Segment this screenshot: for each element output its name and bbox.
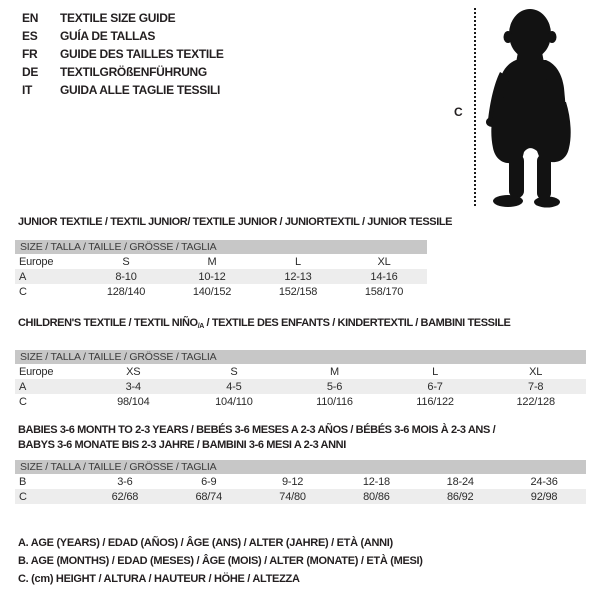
size-cell: 116/122 <box>416 395 454 408</box>
size-cell: 86/92 <box>446 490 474 503</box>
baby-height-figure: C <box>440 6 600 214</box>
language-row: EN TEXTILE SIZE GUIDE <box>22 9 224 27</box>
row-label: Europe <box>19 365 54 378</box>
size-cell: 140/152 <box>192 285 232 298</box>
size-cell: 122/128 <box>516 395 556 408</box>
size-cell: 6-7 <box>427 380 443 393</box>
size-cell: XL <box>377 255 391 268</box>
size-cell: 152/158 <box>278 285 318 298</box>
size-cell: 92/98 <box>530 490 558 503</box>
size-cell: 98/104 <box>117 395 150 408</box>
size-header-band: SIZE / TALLA / TAILLE / GRÖSSE / TAGLIA <box>15 350 586 364</box>
language-row: DE TEXTILGRÖßENFÜHRUNG <box>22 63 224 81</box>
title-text: CHILDREN'S TEXTILE / TEXTIL NIÑO <box>18 317 198 329</box>
guide-title-es: GUÍA DE TALLAS <box>60 29 156 43</box>
language-code: FR <box>22 47 38 61</box>
row-label: C <box>19 490 27 503</box>
childrens-size-table: Europe XS S M L XL A 3-4 4-5 5-6 6-7 7-8 C 98/104 104/… <box>15 364 586 409</box>
size-cell: 7-8 <box>528 380 544 393</box>
junior-size-table: Europe S M L XL A 8-10 10-12 12-13 14-16 C 128/140 1… <box>15 254 427 299</box>
section-title: JUNIOR TEXTILE / TEXTIL JUNIOR/ TEXTILE … <box>18 216 453 228</box>
size-cell: 5-6 <box>326 380 343 393</box>
size-cell: 18-24 <box>446 475 474 488</box>
row-label: A <box>19 380 27 393</box>
size-cell: M <box>207 255 217 268</box>
size-cell: 104/110 <box>215 395 253 408</box>
footnote-height-cm: C. (cm) HEIGHT / ALTURA / HAUTEUR / HÖHE… <box>18 573 300 585</box>
size-cell: 80/86 <box>363 490 390 503</box>
table-row: Europe S M L XL <box>15 254 427 269</box>
size-cell: 68/74 <box>195 490 222 503</box>
guide-title-en: TEXTILE SIZE GUIDE <box>60 11 176 25</box>
language-row: IT GUIDA ALLE TAGLIE TESSILI <box>22 81 224 99</box>
table-row: A 8-10 10-12 12-13 14-16 <box>15 269 427 284</box>
guide-title-fr: GUIDE DES TAILLES TEXTILE <box>60 47 224 61</box>
row-label: B <box>19 475 27 488</box>
guide-title-de: TEXTILGRÖßENFÜHRUNG <box>60 65 207 79</box>
row-label: Europe <box>19 255 54 268</box>
size-cell: 6-9 <box>201 475 217 488</box>
language-row: FR GUIDE DES TAILLES TEXTILE <box>22 45 224 63</box>
size-cell: 24-36 <box>530 475 558 488</box>
size-cell: 3-4 <box>125 380 142 393</box>
size-cell: 74/80 <box>279 490 306 503</box>
height-measure-label: C <box>454 105 463 119</box>
language-code: IT <box>22 83 33 97</box>
size-cell: 8-10 <box>115 270 137 283</box>
size-cell: 4-5 <box>226 380 242 393</box>
size-cell: 158/170 <box>364 285 404 298</box>
row-label: C <box>19 285 27 298</box>
size-cell: 3-6 <box>117 475 133 488</box>
table-row: C 62/68 68/74 74/80 80/86 86/92 92/98 <box>15 489 586 504</box>
size-header-band: SIZE / TALLA / TAILLE / GRÖSSE / TAGLIA <box>15 460 586 474</box>
language-title-list: EN TEXTILE SIZE GUIDE ES GUÍA DE TALLAS … <box>22 9 224 99</box>
size-cell: 9-12 <box>281 475 304 488</box>
size-cell: 10-12 <box>198 270 226 283</box>
table-row: C 128/140 140/152 152/158 158/170 <box>15 284 427 299</box>
guide-title-it: GUIDA ALLE TAGLIE TESSILI <box>60 83 221 97</box>
height-dotted-line <box>474 8 476 206</box>
size-cell: S <box>230 365 238 378</box>
table-row: B 3-6 6-9 9-12 12-18 18-24 24-36 <box>15 474 586 489</box>
table-row: C 98/104 104/110 110/116 116/122 122/128 <box>15 394 586 409</box>
babies-size-table: B 3-6 6-9 9-12 12-18 18-24 24-36 C 62/68 68/74 74/… <box>15 474 586 504</box>
table-row: Europe XS S M L XL <box>15 364 586 379</box>
size-cell: XS <box>126 365 141 378</box>
size-cell: 12-18 <box>362 475 390 488</box>
footnote-age-months: B. AGE (MONTHS) / EDAD (MESES) / ÂGE (MO… <box>18 555 423 567</box>
title-subscript: /A <box>197 323 205 330</box>
size-cell: L <box>432 365 439 378</box>
title-text: / TEXTILE DES ENFANTS / KINDERTEXTIL / B… <box>203 317 511 329</box>
size-cell: 110/116 <box>316 395 353 408</box>
language-code: EN <box>22 11 39 25</box>
size-cell: 12-13 <box>284 270 312 283</box>
section-junior-textile: JUNIOR TEXTILE / TEXTIL JUNIOR/ TEXTILE … <box>15 216 453 299</box>
section-title: CHILDREN'S TEXTILE / TEXTIL NIÑO/A / TEX… <box>18 317 586 333</box>
section-childrens-textile: CHILDREN'S TEXTILE / TEXTIL NIÑO/A / TEX… <box>15 317 586 409</box>
footnote-age-years: A. AGE (YEARS) / EDAD (AÑOS) / ÂGE (ANS)… <box>18 537 393 549</box>
section-babies-textile: BABIES 3-6 MONTH TO 2-3 YEARS / BEBÉS 3-… <box>15 423 586 504</box>
size-cell: L <box>295 255 301 268</box>
size-cell: XL <box>529 365 543 378</box>
section-title-line1: BABIES 3-6 MONTH TO 2-3 YEARS / BEBÉS 3-… <box>18 424 496 436</box>
language-code: DE <box>22 65 39 79</box>
size-cell: 128/140 <box>106 285 146 298</box>
legend-footnotes: A. AGE (YEARS) / EDAD (AÑOS) / ÂGE (ANS)… <box>18 534 423 588</box>
section-title-line2: BABYS 3-6 MONATE BIS 2-3 JAHRE / BAMBINI… <box>18 439 346 451</box>
table-row: A 3-4 4-5 5-6 6-7 7-8 <box>15 379 586 394</box>
row-label: A <box>19 270 27 283</box>
language-row: ES GUÍA DE TALLAS <box>22 27 224 45</box>
size-header-band: SIZE / TALLA / TAILLE / GRÖSSE / TAGLIA <box>15 240 427 254</box>
row-label: C <box>19 395 27 408</box>
size-cell: 14-16 <box>370 270 398 283</box>
size-cell: M <box>330 365 339 378</box>
baby-silhouette-icon <box>486 9 571 208</box>
size-cell: S <box>122 255 130 268</box>
language-code: ES <box>22 29 38 43</box>
size-cell: 62/68 <box>111 490 139 503</box>
